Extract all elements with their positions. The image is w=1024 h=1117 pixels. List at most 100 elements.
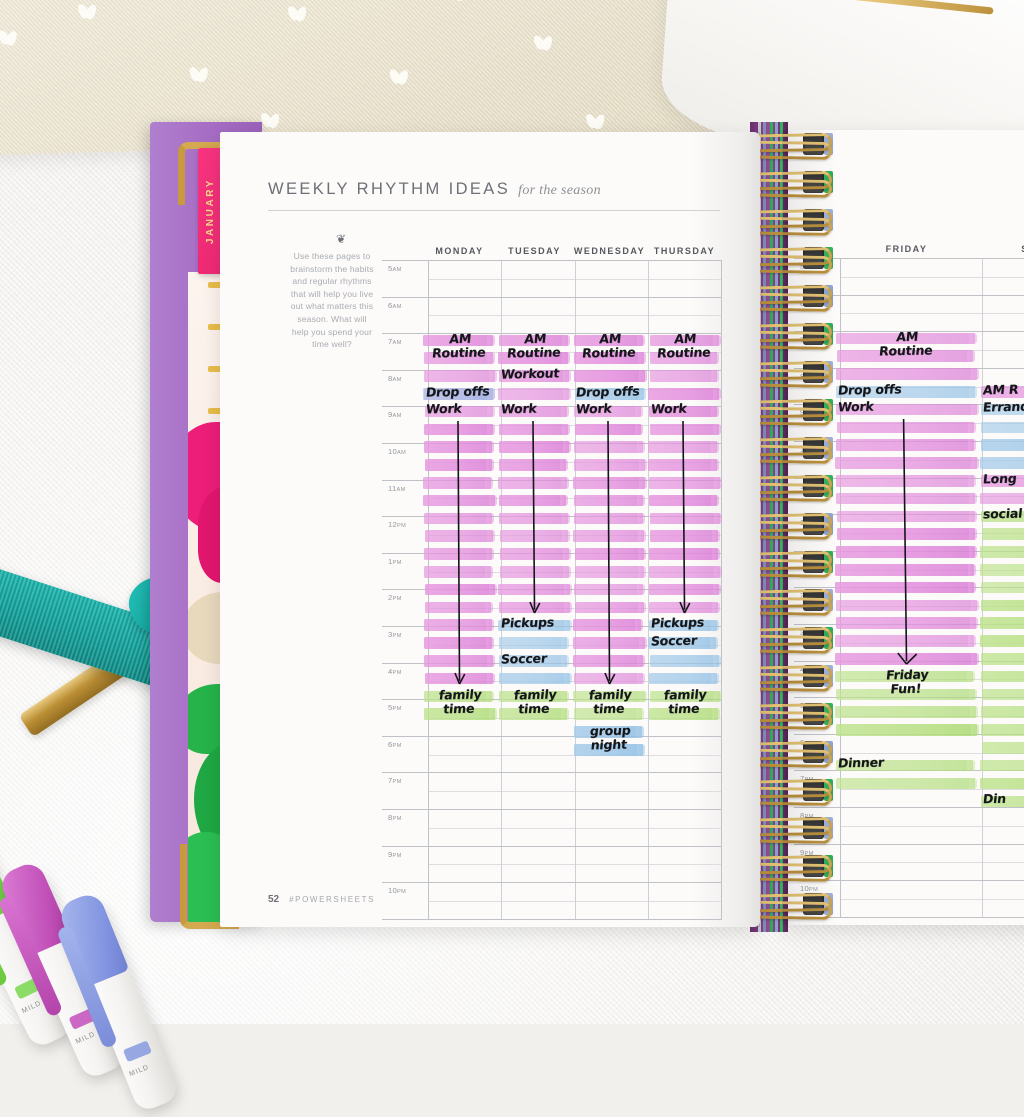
calendar-entry[interactable]: Dinner xyxy=(834,757,979,793)
highlighter-stroke xyxy=(982,528,1024,540)
highlighter-stroke xyxy=(649,548,718,560)
highlighter-stroke xyxy=(499,673,570,685)
highlighter-stroke xyxy=(573,530,644,542)
left-page-sheet: WEEKLY RHYTHM IDEASfor the season ❦ Use … xyxy=(220,132,760,927)
highlighter-stroke xyxy=(574,584,643,596)
calendar-entry[interactable]: Errands xyxy=(979,401,1024,472)
highlighter-stroke xyxy=(575,548,645,560)
calendar-entry[interactable]: social xyxy=(979,508,1024,757)
calendar-entry[interactable]: movnight xyxy=(979,757,1024,793)
handwritten-entry-label: AMRoutine xyxy=(420,331,498,361)
page-number: 52 xyxy=(268,894,279,905)
handwritten-entry-label: Work xyxy=(425,401,462,417)
calendar-entry[interactable]: AMRoutine xyxy=(647,332,722,403)
calendar-entry[interactable]: Work xyxy=(572,403,647,688)
handwritten-entry-label: Soccer xyxy=(650,632,697,648)
handwritten-entry-label: familytime xyxy=(420,687,498,717)
highlighter-stroke xyxy=(650,370,717,382)
highlighter-stroke xyxy=(574,495,643,507)
highlighter-stroke xyxy=(836,546,975,558)
calendar-entry[interactable]: FridayFun! xyxy=(834,668,979,739)
photo-scene: MILD MILD MILD xyxy=(0,0,1024,1024)
planner-page-left: WEEKLY RHYTHM IDEASfor the season ❦ Use … xyxy=(220,132,760,927)
flow-arrow-head xyxy=(647,600,722,614)
highlighter-stroke xyxy=(499,495,567,507)
highlighter-stroke xyxy=(980,493,1024,505)
handwritten-entry-label: AMRoutine xyxy=(495,331,573,361)
day-header-wednesday: WEDNESDAY xyxy=(572,246,647,260)
instructions-blurb: Use these pages to brainstorm the habits… xyxy=(290,250,374,351)
highlighter-stroke xyxy=(425,602,492,614)
highlighter-stroke xyxy=(574,441,643,453)
highlighter-stroke xyxy=(499,513,568,525)
calendar-entry[interactable]: Soccer xyxy=(497,653,572,689)
handwritten-entry-label: Work xyxy=(500,401,537,417)
calendar-entry[interactable]: Long xyxy=(979,473,1024,509)
highlighter-stroke xyxy=(836,617,976,629)
calendar-entry[interactable]: AMRoutine xyxy=(497,332,572,368)
calendar-entry[interactable]: Work xyxy=(647,403,722,617)
highlighter-stroke xyxy=(573,655,643,667)
highlighter-stroke xyxy=(425,459,492,471)
highlighter-stroke xyxy=(424,441,492,453)
highlighter-stroke xyxy=(980,617,1024,629)
calendar-entry[interactable]: familytime xyxy=(647,688,722,724)
calendar-entry[interactable]: Soccer xyxy=(647,635,722,688)
highlighter-stroke xyxy=(980,546,1024,558)
highlighter-stroke xyxy=(649,566,720,578)
highlighter-stroke xyxy=(574,513,644,525)
highlighter-stroke xyxy=(981,582,1024,594)
highlighter-stroke xyxy=(424,655,493,667)
handwritten-entry-label: Pickups xyxy=(650,614,705,630)
handwritten-entry-label: Drop offs xyxy=(837,381,902,397)
highlighter-stroke xyxy=(649,673,718,685)
highlighter-stroke xyxy=(499,441,569,453)
handwritten-entry-label: Workout xyxy=(500,365,560,381)
calendar-entry[interactable]: AMRoutine xyxy=(572,332,647,385)
calendar-entry[interactable]: familytime xyxy=(572,688,647,724)
highlighter-stroke xyxy=(573,477,645,489)
highlighter-stroke xyxy=(650,530,719,542)
highlighter-stroke xyxy=(500,548,569,560)
calendar-entry[interactable]: Din xyxy=(979,793,1024,811)
calendar-entry[interactable]: Workout xyxy=(497,368,572,404)
highlighter-stroke xyxy=(498,584,570,596)
highlighter-stroke xyxy=(650,513,720,525)
calendar-entry[interactable]: Work xyxy=(834,401,979,668)
calendar-entry[interactable]: familytime xyxy=(497,688,572,724)
highlighter-stroke xyxy=(836,475,975,487)
highlighter-stroke xyxy=(575,566,644,578)
calendar-entry[interactable]: groupnight xyxy=(572,724,647,760)
calendar-entry[interactable]: AMRoutine xyxy=(834,330,979,383)
handwritten-entry-label: groupnight xyxy=(570,723,648,753)
highlighter-stroke xyxy=(423,495,494,507)
highlighter-stroke xyxy=(574,459,645,471)
highlighter-stroke xyxy=(981,439,1024,451)
highlighter-stroke xyxy=(573,637,644,649)
left-week-grid: MONDAYTUESDAYWEDNESDAYTHURSDAY5AM6AM7AM8… xyxy=(382,238,722,920)
flow-arrow-head xyxy=(422,671,497,685)
highlighter-stroke xyxy=(649,477,719,489)
highlighter-stroke xyxy=(499,637,567,649)
highlighter-stroke xyxy=(499,424,568,436)
highlighter-stroke xyxy=(981,706,1024,718)
highlighter-stroke xyxy=(835,457,977,469)
highlighter-stroke xyxy=(424,424,493,436)
handwritten-entry-label: AM R xyxy=(982,381,1019,397)
handwritten-entry-label: Work xyxy=(575,401,612,417)
page-subtitle: for the season xyxy=(518,183,601,198)
calendar-entry[interactable]: Work xyxy=(422,403,497,688)
highlighter-stroke xyxy=(648,388,719,400)
highlighter-stroke xyxy=(500,530,569,542)
highlighter-stroke xyxy=(836,368,977,380)
planner-book: JANUARY FRIDAYSATURDAY5AM6AM7AM8AM9AM10A… xyxy=(150,122,1024,932)
calendar-entry[interactable]: Pickups xyxy=(497,617,572,653)
calendar-entry[interactable]: Work xyxy=(497,403,572,617)
calendar-entry[interactable]: familytime xyxy=(422,688,497,724)
handwritten-entry-label: AMRoutine xyxy=(570,331,648,361)
day-header-tuesday: TUESDAY xyxy=(497,246,572,260)
highlighter-stroke xyxy=(835,706,975,718)
page-title-text: WEEKLY RHYTHM IDEAS xyxy=(268,180,510,198)
handwritten-entry-label: Work xyxy=(650,401,687,417)
highlighter-stroke xyxy=(835,564,974,576)
